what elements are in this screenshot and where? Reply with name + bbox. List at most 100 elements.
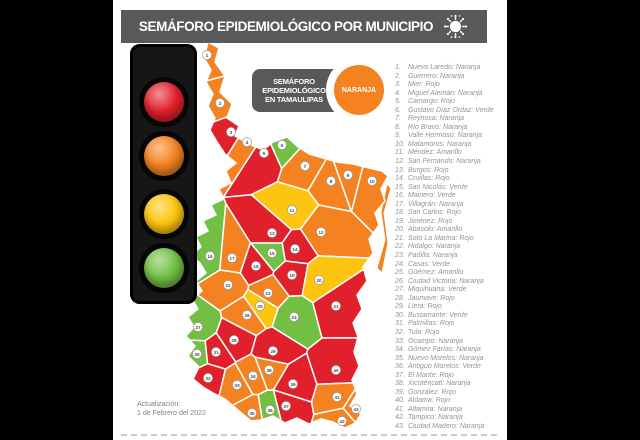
municipality-badge-28: 28 <box>229 335 239 345</box>
legend-status-label: NARANJA <box>341 86 377 94</box>
legend-title: SEMÁFORO EPIDEMIOLÓGICO EN TAMAULIPAS <box>262 77 326 104</box>
footer: Actualización: 1 de Febrero del 2022 <box>137 401 206 418</box>
list-item-number: 37. <box>395 371 405 379</box>
svg-text:42: 42 <box>339 419 345 425</box>
municipality-badge-38: 38 <box>264 365 274 375</box>
list-item: 25. Güémez: Amarillo <box>395 269 507 278</box>
svg-text:32: 32 <box>205 376 211 382</box>
list-item-number: 11. <box>395 149 405 157</box>
svg-text:31: 31 <box>213 350 219 356</box>
list-item-number: 16. <box>395 192 405 200</box>
list-item: 3. Mier: Rojo <box>395 81 507 90</box>
list-item-text: Casas: Verde <box>408 260 451 268</box>
municipality-badge-2: 2 <box>215 98 225 108</box>
list-item-text: Tampico: Naranja <box>408 414 463 422</box>
municipality-badge-43: 43 <box>351 404 361 414</box>
barrier-island <box>376 182 392 275</box>
municipality-badge-22: 22 <box>223 280 233 290</box>
svg-text:3: 3 <box>230 130 233 136</box>
municipality-badge-23: 23 <box>263 288 273 298</box>
list-item-text: Güémez: Amarillo <box>408 269 464 277</box>
list-item-text: Palmillas: Rojo <box>408 320 455 328</box>
bottom-dashed-divider <box>121 434 497 436</box>
svg-text:26: 26 <box>244 313 250 319</box>
svg-text:21: 21 <box>333 304 339 310</box>
list-item: 32. Tula: Rojo <box>395 329 507 338</box>
svg-text:16: 16 <box>207 254 213 260</box>
verde-light <box>143 248 184 288</box>
list-item: 17. Villagrán: Naranja <box>395 201 507 210</box>
svg-text:29: 29 <box>270 349 276 355</box>
list-item-text: Cruillas: Rojo <box>408 175 450 183</box>
municipality-badge-34: 34 <box>248 371 258 381</box>
list-item: 20. Abasolo: Amarillo <box>395 226 507 235</box>
list-item: 27. Miquihuana: Verde <box>395 286 507 295</box>
list-item-number: 43. <box>395 422 405 430</box>
municipality-badge-31: 31 <box>211 347 221 357</box>
svg-text:37: 37 <box>283 404 289 410</box>
list-item-text: Ciudad Madero: Naranja <box>408 422 485 430</box>
rojo-light <box>143 82 184 122</box>
list-item: 8. Río Bravo: Naranja <box>395 124 507 133</box>
list-item-text: Soto La Marina: Rojo <box>408 234 474 242</box>
list-item-number: 41. <box>395 405 405 413</box>
svg-text:7: 7 <box>304 164 307 170</box>
list-item-number: 31. <box>395 320 405 328</box>
list-item: 19. Jiménez: Rojo <box>395 218 507 227</box>
list-item-number: 9. <box>395 132 401 140</box>
svg-text:2: 2 <box>219 101 222 107</box>
municipality-list: 1. Nuevo Laredo: Naranja 2. Guerrero: Naran… <box>395 64 507 432</box>
municipality-badge-20: 20 <box>314 275 324 285</box>
list-item-text: Villagrán: Naranja <box>408 200 464 208</box>
list-item-number: 21. <box>395 234 405 242</box>
list-item-number: 4. <box>395 89 401 97</box>
svg-text:39: 39 <box>290 382 296 388</box>
svg-text:30: 30 <box>194 352 200 358</box>
svg-text:17: 17 <box>229 256 235 262</box>
list-item: 33. Ocampo: Naranja <box>395 338 507 347</box>
municipality-badge-5: 5 <box>259 148 269 158</box>
list-item-number: 2. <box>395 72 401 80</box>
list-item-text: Hidalgo: Naranja <box>408 243 461 251</box>
list-item-text: Bustamante: Verde <box>408 311 468 319</box>
municipality-badge-12: 12 <box>316 227 326 237</box>
municipality-badge-14: 14 <box>290 244 300 254</box>
svg-text:11: 11 <box>289 208 294 214</box>
list-item-number: 23. <box>395 252 405 260</box>
list-item-text: Nuevo Morelos: Naranja <box>408 354 484 362</box>
list-item: 34. Gómez Farías: Naranja <box>395 346 507 355</box>
list-item-number: 32. <box>395 328 405 336</box>
list-item-text: Méndez: Amarillo <box>408 149 462 157</box>
municipality-badge-15: 15 <box>267 248 277 258</box>
list-item-number: 24. <box>395 260 405 268</box>
list-item: 23. Padilla: Naranja <box>395 252 507 261</box>
svg-text:36: 36 <box>267 408 273 414</box>
legend-status-ring: NARANJA <box>326 57 392 123</box>
list-item-number: 42. <box>395 414 405 422</box>
list-item-number: 13. <box>395 166 405 174</box>
municipality-badge-13: 13 <box>267 228 277 238</box>
svg-text:34: 34 <box>250 374 256 380</box>
municipality-badge-30: 30 <box>192 349 202 359</box>
list-item-number: 22. <box>395 243 405 251</box>
list-item: 1. Nuevo Laredo: Naranja <box>395 64 507 73</box>
list-item-text: Nuevo Laredo: Naranja <box>408 64 481 71</box>
svg-text:8: 8 <box>330 179 333 185</box>
municipality-badge-35: 35 <box>247 408 257 418</box>
list-item: 41. Altamira: Naranja <box>395 406 507 415</box>
list-item-number: 36. <box>395 363 405 371</box>
list-item-text: Burgos: Rojo <box>408 166 449 174</box>
list-item: 22. Hidalgo: Naranja <box>395 243 507 252</box>
municipality-badge-19: 19 <box>287 270 297 280</box>
svg-text:1: 1 <box>206 53 209 59</box>
municipality-badge-17: 17 <box>227 253 237 263</box>
list-item-number: 6. <box>395 106 401 114</box>
list-item-text: Gustavo Díaz Ordaz: Verde <box>408 106 494 114</box>
svg-text:38: 38 <box>266 368 272 374</box>
list-item-text: Jiménez: Rojo <box>408 217 453 225</box>
list-item: 10. Matamoros: Naranja <box>395 141 507 150</box>
list-item-text: Reynosa: Naranja <box>408 115 465 123</box>
list-item: 14. Cruillas: Rojo <box>395 175 507 184</box>
svg-text:4: 4 <box>246 140 249 146</box>
list-item-text: Ocampo: Naranja <box>408 337 463 345</box>
